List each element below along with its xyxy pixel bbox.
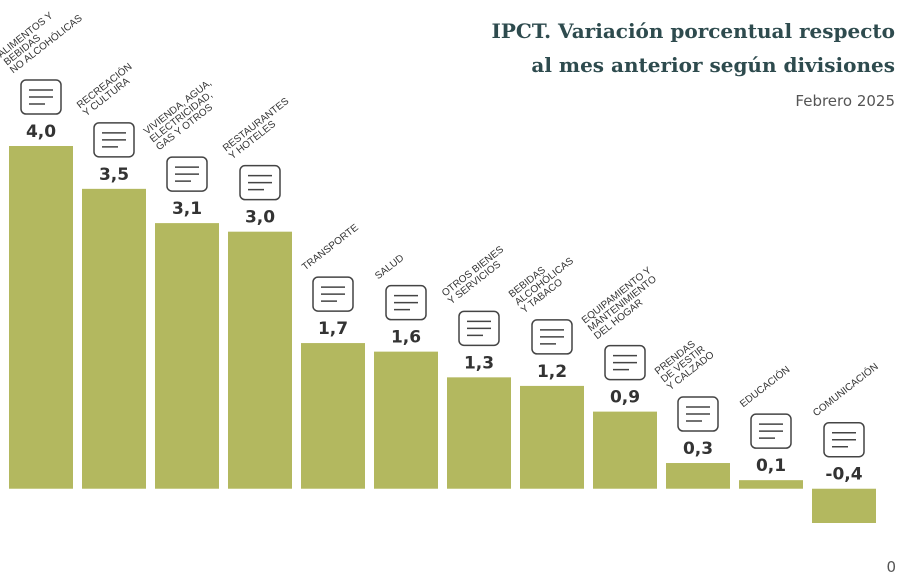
icon-lines (175, 166, 199, 182)
corner-text: 0 (886, 558, 896, 576)
icon-frame (823, 421, 865, 458)
value-label: 1,6 (391, 328, 421, 348)
icon (531, 319, 573, 355)
icon-frame (239, 164, 281, 201)
icon-lines (540, 329, 564, 345)
chart-title: al mes anterior según divisiones (531, 53, 895, 77)
bar (447, 377, 511, 489)
icon-frame (750, 413, 792, 449)
value-label: 3,0 (245, 208, 275, 228)
chart-title: IPCT. Variación porcentual respecto (492, 19, 896, 43)
icon (458, 310, 500, 347)
icon-frame (385, 284, 427, 321)
icon-frame (677, 396, 719, 432)
icon (750, 413, 792, 449)
icon (93, 122, 135, 158)
bar (739, 480, 803, 489)
value-label: 0,1 (756, 456, 786, 476)
icon-lines (394, 294, 418, 311)
value-label: 0,3 (683, 439, 713, 459)
icon (385, 284, 427, 321)
icon-frame (20, 79, 62, 115)
icon (823, 421, 865, 458)
bar (155, 223, 219, 489)
value-label: -0,4 (825, 465, 862, 485)
icon-lines (467, 320, 491, 337)
icon (604, 344, 646, 381)
icon-lines (686, 406, 710, 422)
bar (520, 385, 584, 489)
icon-frame (531, 319, 573, 355)
value-label: 4,0 (26, 122, 56, 142)
bar (82, 188, 146, 489)
bar (593, 411, 657, 489)
bar (666, 463, 730, 489)
icon-lines (321, 286, 345, 302)
bar (812, 488, 876, 523)
bar (301, 343, 365, 489)
icon-frame (312, 276, 354, 312)
value-label: 1,2 (537, 362, 567, 382)
icon-lines (102, 132, 126, 148)
icon (239, 164, 281, 201)
value-label: 1,3 (464, 353, 494, 373)
icon-lines (248, 174, 272, 191)
icon (677, 396, 719, 432)
value-label: 0,9 (610, 388, 640, 408)
icon-lines (832, 431, 856, 448)
bar (9, 146, 73, 489)
icon (166, 156, 208, 192)
value-label: 3,1 (172, 199, 202, 219)
icon (20, 79, 62, 115)
icon (312, 276, 354, 312)
value-label: 1,7 (318, 319, 348, 339)
icon-frame (458, 310, 500, 347)
icon-lines (29, 89, 53, 105)
icon-frame (166, 156, 208, 192)
value-label: 3,5 (99, 165, 129, 185)
icon-frame (93, 122, 135, 158)
bar (374, 351, 438, 489)
chart-subtitle: Febrero 2025 (795, 92, 895, 110)
icon-lines (613, 354, 637, 371)
icon-frame (604, 344, 646, 381)
icon-lines (759, 423, 783, 439)
bar (228, 231, 292, 489)
